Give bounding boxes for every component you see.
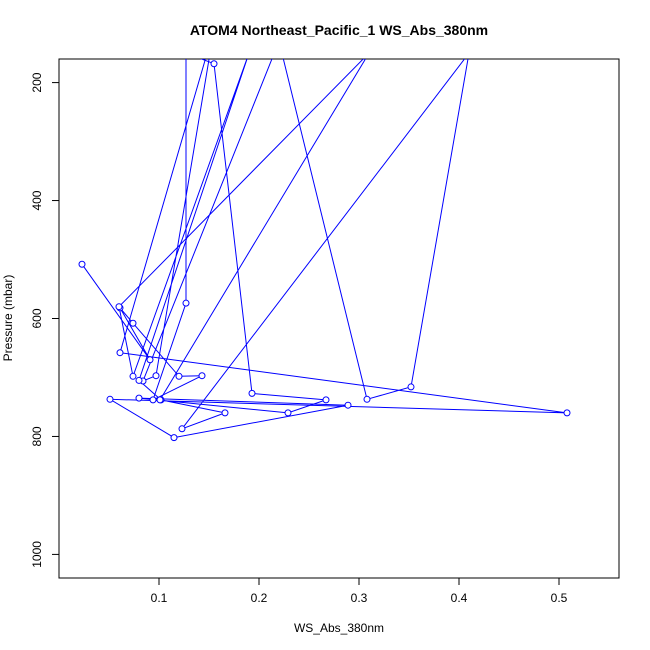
y-axis: 200 400 600 800 1000 bbox=[30, 72, 59, 568]
data-point bbox=[116, 349, 124, 357]
data-point bbox=[198, 372, 206, 380]
data-point bbox=[115, 303, 123, 311]
data-point bbox=[129, 319, 137, 327]
data-point bbox=[149, 396, 157, 404]
data-point bbox=[146, 356, 154, 364]
data-point bbox=[210, 60, 218, 68]
data-point bbox=[276, 38, 282, 44]
data-point bbox=[135, 394, 143, 402]
y-tick-label: 800 bbox=[30, 426, 44, 446]
data-point bbox=[407, 383, 415, 391]
y-tick-label: 1000 bbox=[30, 541, 44, 568]
data-point bbox=[344, 401, 352, 409]
x-tick-label: 0.4 bbox=[451, 591, 468, 605]
data-point bbox=[152, 372, 160, 380]
data-point bbox=[248, 389, 256, 397]
chart-title: ATOM4 Northeast_Pacific_1 WS_Abs_380nm bbox=[190, 22, 488, 38]
data-point bbox=[175, 372, 183, 380]
data-point bbox=[183, 50, 189, 56]
data-point bbox=[284, 409, 292, 417]
data-point bbox=[78, 260, 86, 268]
data-point bbox=[563, 409, 571, 417]
data-point bbox=[178, 425, 186, 433]
data-point bbox=[129, 372, 137, 380]
x-axis: 0.1 0.2 0.3 0.4 0.5 bbox=[151, 578, 568, 605]
x-axis-label: WS_Abs_380nm bbox=[294, 621, 384, 635]
data-point bbox=[170, 434, 178, 442]
data-point bbox=[322, 396, 330, 404]
data-point bbox=[363, 395, 371, 403]
y-tick-label: 600 bbox=[30, 308, 44, 328]
plot-box bbox=[58, 58, 620, 579]
y-tick-label: 400 bbox=[30, 190, 44, 210]
data-point bbox=[366, 50, 372, 56]
y-tick-label: 200 bbox=[30, 72, 44, 92]
data-point bbox=[106, 395, 114, 403]
x-tick-label: 0.3 bbox=[351, 591, 368, 605]
x-tick-label: 0.2 bbox=[251, 591, 268, 605]
data-point bbox=[466, 50, 472, 56]
series-layer bbox=[78, 38, 571, 442]
data-point bbox=[135, 376, 143, 384]
data-point bbox=[246, 50, 252, 56]
x-tick-label: 0.1 bbox=[151, 591, 168, 605]
data-point bbox=[221, 409, 229, 417]
data-point bbox=[182, 299, 190, 307]
x-tick-label: 0.5 bbox=[551, 591, 568, 605]
data-point bbox=[156, 396, 164, 404]
y-axis-label: Pressure (mbar) bbox=[1, 275, 15, 362]
